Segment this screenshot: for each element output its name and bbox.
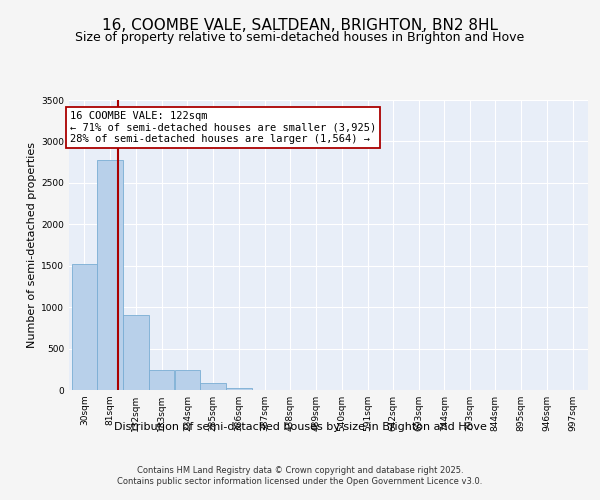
Y-axis label: Number of semi-detached properties: Number of semi-detached properties	[27, 142, 37, 348]
Bar	[71, 264, 97, 390]
Text: Size of property relative to semi-detached houses in Brighton and Hove: Size of property relative to semi-detach…	[76, 31, 524, 44]
Bar	[226, 388, 251, 390]
Bar	[97, 160, 123, 390]
Bar	[200, 384, 226, 390]
Text: Distribution of semi-detached houses by size in Brighton and Hove: Distribution of semi-detached houses by …	[113, 422, 487, 432]
Text: 16 COOMBE VALE: 122sqm
← 71% of semi-detached houses are smaller (3,925)
28% of : 16 COOMBE VALE: 122sqm ← 71% of semi-det…	[70, 111, 376, 144]
Text: 16, COOMBE VALE, SALTDEAN, BRIGHTON, BN2 8HL: 16, COOMBE VALE, SALTDEAN, BRIGHTON, BN2…	[102, 18, 498, 32]
Bar	[149, 370, 175, 390]
Bar	[123, 316, 149, 390]
Text: Contains HM Land Registry data © Crown copyright and database right 2025.: Contains HM Land Registry data © Crown c…	[137, 466, 463, 475]
Bar	[175, 370, 200, 390]
Text: Contains public sector information licensed under the Open Government Licence v3: Contains public sector information licen…	[118, 477, 482, 486]
